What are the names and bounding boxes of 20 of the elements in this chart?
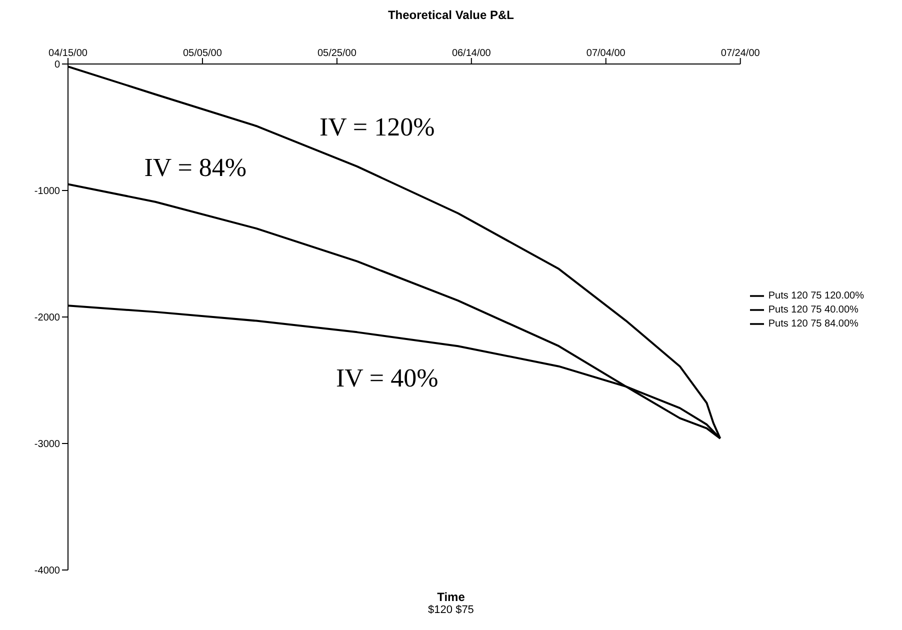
x-tick-label: 07/04/00	[586, 48, 626, 59]
x-tick-label: 07/24/00	[720, 48, 760, 59]
chart-title: Theoretical Value P&L	[386, 8, 516, 24]
x-tick-label: 06/14/00	[452, 48, 492, 59]
annotation: IV = 84%	[144, 153, 247, 182]
annotation: IV = 40%	[336, 363, 438, 392]
legend-label: Puts 120 75 120.00%	[768, 290, 864, 302]
x-tick-label: 05/25/00	[317, 48, 357, 59]
text: $120 $75	[427, 604, 475, 616]
y-tick-label: -3000	[34, 439, 60, 450]
x-tick-label: 05/05/00	[183, 48, 222, 59]
x-tick-label: 04/15/00	[48, 48, 88, 59]
x-axis-title: Time	[436, 590, 466, 604]
y-tick-label: -4000	[34, 566, 60, 577]
y-tick-label: -1000	[34, 186, 60, 198]
y-tick-label: -2000	[34, 312, 60, 324]
legend-label: Puts 120 75 84.00%	[768, 318, 858, 330]
legend-label: Puts 120 75 40.00%	[768, 304, 858, 316]
annotation: IV = 120%	[319, 112, 435, 142]
y-tick-label: 0	[54, 60, 60, 71]
